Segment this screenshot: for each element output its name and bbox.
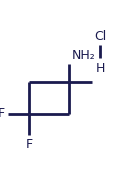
Text: Cl: Cl: [94, 30, 106, 43]
Text: NH₂: NH₂: [71, 49, 95, 62]
Text: F: F: [25, 138, 33, 151]
Text: H: H: [96, 62, 105, 75]
Text: F: F: [0, 107, 5, 120]
